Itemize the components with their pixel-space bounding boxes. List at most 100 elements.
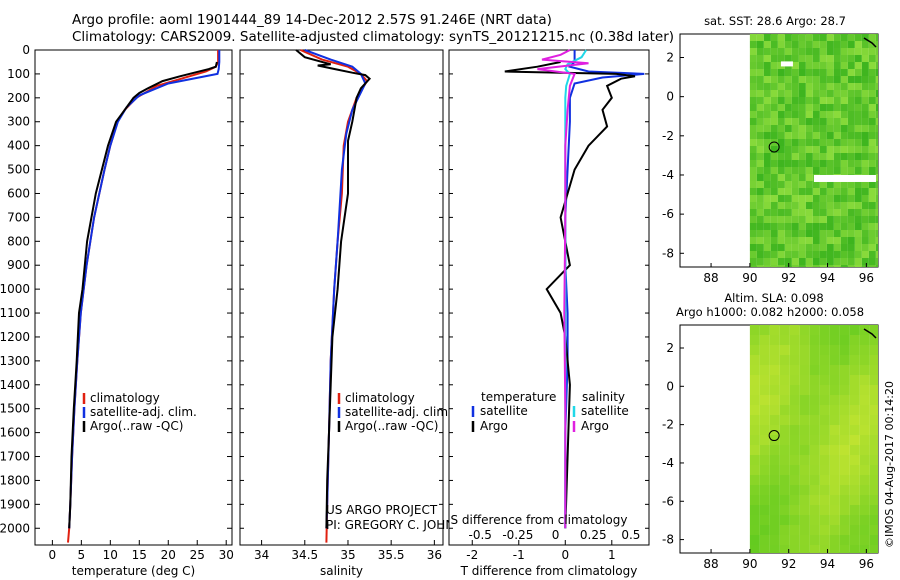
map-cell (784, 41, 792, 48)
map-cell (819, 435, 830, 445)
map-cell (805, 244, 813, 251)
map-cell (784, 132, 792, 139)
map-cell (777, 111, 785, 118)
map-cell (861, 118, 869, 125)
map-cell (791, 55, 799, 62)
map-cell (847, 55, 855, 62)
map-cell (849, 525, 860, 535)
map-cell (805, 55, 813, 62)
map-cell (763, 174, 771, 181)
y-tick-label: 1600 (0, 426, 30, 440)
map-cell (805, 167, 813, 174)
y-tick-label: 0 (22, 43, 30, 57)
map-cell (861, 167, 869, 174)
map-cell (812, 118, 820, 125)
map-cell (789, 425, 800, 435)
map-cell (829, 405, 840, 415)
map-cell (859, 525, 870, 535)
map-cell (819, 475, 830, 485)
map-cell (854, 202, 862, 209)
map-cell (833, 97, 841, 104)
map-cell (749, 258, 757, 265)
map-cell (829, 485, 840, 495)
map-cell (763, 97, 771, 104)
map-cell (759, 445, 770, 455)
map-cell (868, 76, 876, 83)
map-cell (777, 153, 785, 160)
x-tick-label: 94 (820, 557, 835, 571)
map-cell (839, 545, 850, 553)
map-cell (840, 181, 848, 188)
map-cell (763, 265, 771, 267)
map-cell (861, 160, 869, 167)
map-cell (770, 139, 778, 146)
map-cell (868, 202, 876, 209)
map-cell (798, 230, 806, 237)
map-cell (826, 223, 834, 230)
map-cell (849, 335, 860, 345)
map-cell (777, 202, 785, 209)
map-cell (812, 34, 820, 41)
map-cell (839, 455, 850, 465)
map-cell (819, 375, 830, 385)
map-cell (809, 445, 820, 455)
map-cell (812, 69, 820, 76)
map-cell (849, 465, 860, 475)
map-cell (826, 209, 834, 216)
map-cell (809, 485, 820, 495)
map-cell (779, 545, 790, 553)
map-cell (777, 76, 785, 83)
map-cell (875, 139, 878, 146)
map-cell (826, 237, 834, 244)
map-cell (812, 83, 820, 90)
y-tick-label: 500 (7, 163, 30, 177)
map-cell (809, 385, 820, 395)
map-cell (839, 475, 850, 485)
map-cell (869, 505, 878, 515)
map-cell (829, 385, 840, 395)
map-cell (784, 202, 792, 209)
map-cell (839, 515, 850, 525)
map-cell (854, 104, 862, 111)
map-cell (819, 55, 827, 62)
map-cell (756, 216, 764, 223)
map-cell (839, 395, 850, 405)
map-cell (819, 153, 827, 160)
map-cell (759, 405, 770, 415)
map-cell (819, 251, 827, 258)
map-cell (849, 355, 860, 365)
map-cell (756, 258, 764, 265)
map-cell (777, 125, 785, 132)
map-cell (859, 395, 870, 405)
map-cell (840, 55, 848, 62)
x2-tick-label: -0.5 (468, 528, 491, 542)
map-cell (756, 83, 764, 90)
map-cell (875, 258, 878, 265)
map-cell (840, 104, 848, 111)
map-cell (770, 76, 778, 83)
map-cell (833, 76, 841, 83)
map-cell (770, 34, 778, 41)
map-cell (826, 195, 834, 202)
map-cell (798, 209, 806, 216)
y-tick-label: 900 (7, 258, 30, 272)
map-cell (763, 111, 771, 118)
map-cell (819, 167, 827, 174)
x2-tick-label: 0.5 (621, 528, 640, 542)
map-cell (819, 445, 830, 455)
map-cell (763, 76, 771, 83)
y-tick-label: 200 (7, 91, 30, 105)
coastline (863, 328, 877, 339)
map-cell (784, 174, 792, 181)
map-cell (809, 515, 820, 525)
map-cell (756, 167, 764, 174)
map-cell (791, 118, 799, 125)
map-cell (791, 62, 799, 69)
map-cell (749, 475, 760, 485)
map-cell (826, 251, 834, 258)
map-cell (805, 216, 813, 223)
map-cell (789, 415, 800, 425)
map-cell (777, 55, 785, 62)
map-cell (809, 375, 820, 385)
map-cell (875, 83, 878, 90)
